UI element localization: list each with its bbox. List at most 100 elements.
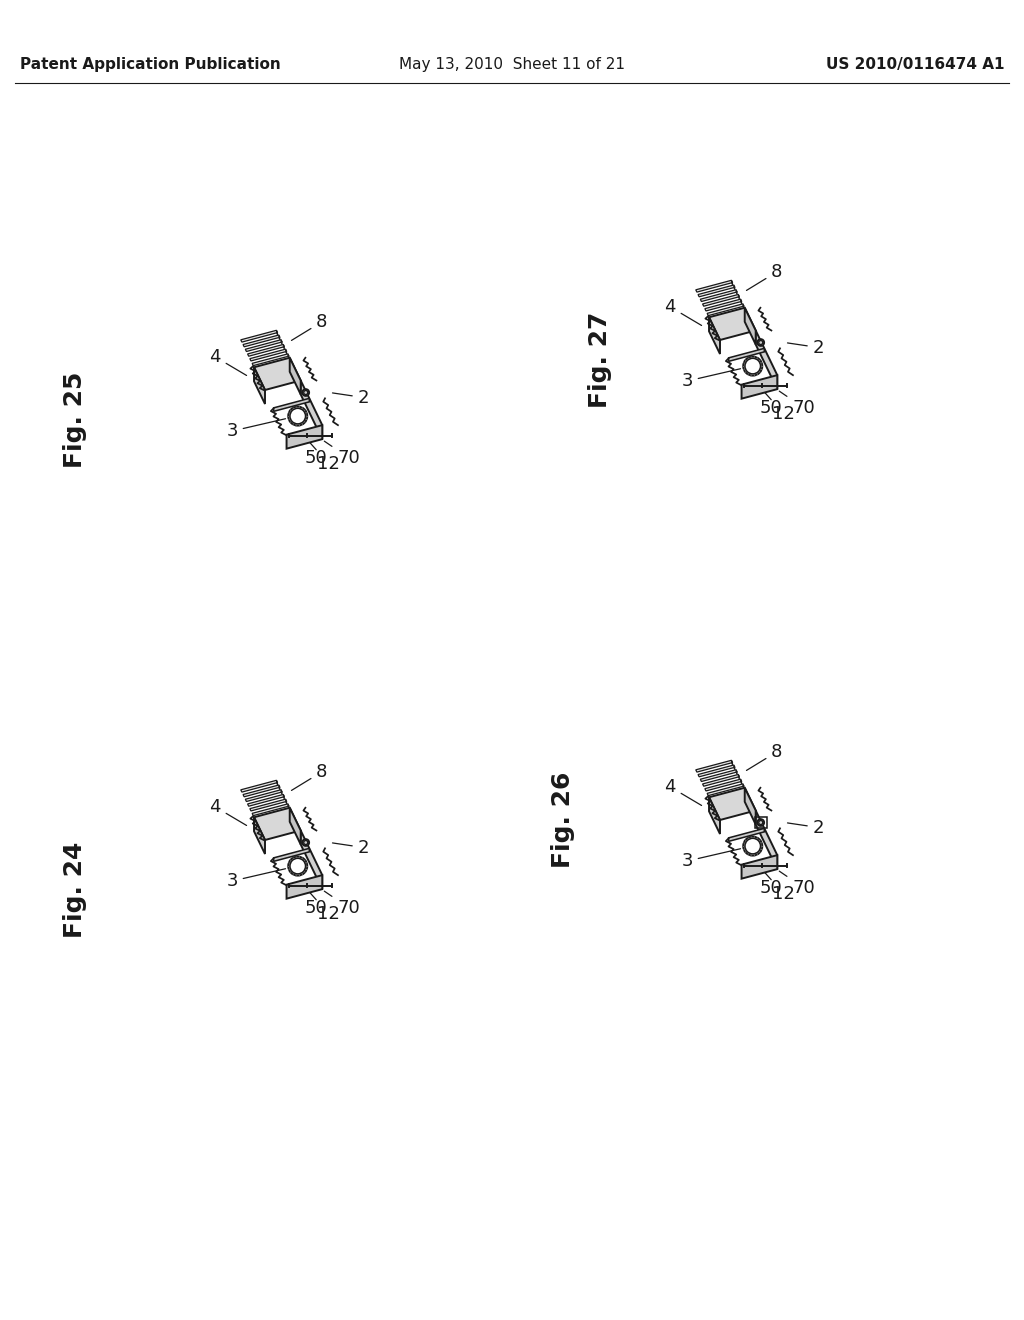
Polygon shape	[276, 330, 278, 335]
Text: 50: 50	[760, 873, 782, 896]
Polygon shape	[248, 795, 285, 807]
Polygon shape	[281, 339, 283, 345]
Text: 70: 70	[325, 891, 359, 916]
Polygon shape	[273, 849, 309, 862]
Polygon shape	[708, 304, 744, 315]
Circle shape	[744, 358, 761, 374]
Polygon shape	[279, 785, 280, 789]
Polygon shape	[241, 330, 278, 342]
Circle shape	[758, 820, 764, 826]
Polygon shape	[738, 294, 739, 300]
Polygon shape	[287, 875, 323, 899]
Polygon shape	[254, 808, 301, 840]
Circle shape	[290, 408, 305, 424]
Polygon shape	[738, 775, 739, 779]
Polygon shape	[301, 830, 323, 890]
Polygon shape	[709, 308, 756, 341]
Polygon shape	[744, 308, 756, 345]
Text: 50: 50	[760, 392, 782, 417]
Polygon shape	[243, 335, 280, 347]
Polygon shape	[731, 760, 732, 766]
Text: 2: 2	[787, 338, 824, 356]
Text: 70: 70	[779, 391, 815, 417]
Polygon shape	[702, 294, 739, 306]
Circle shape	[743, 837, 762, 855]
Text: Fig. 25: Fig. 25	[63, 372, 87, 469]
Polygon shape	[740, 300, 741, 304]
Polygon shape	[276, 780, 278, 785]
Polygon shape	[254, 367, 265, 404]
Polygon shape	[286, 799, 287, 804]
Text: 12: 12	[309, 891, 340, 923]
Polygon shape	[290, 358, 301, 395]
Polygon shape	[241, 780, 278, 792]
Polygon shape	[288, 354, 289, 359]
Text: 4: 4	[665, 777, 701, 805]
Text: 70: 70	[779, 871, 815, 896]
Polygon shape	[252, 804, 289, 816]
Polygon shape	[709, 317, 720, 354]
Text: 3: 3	[226, 869, 286, 890]
Polygon shape	[301, 380, 323, 440]
Polygon shape	[731, 280, 732, 285]
Polygon shape	[729, 348, 764, 362]
Polygon shape	[254, 358, 301, 389]
Text: 2: 2	[333, 388, 370, 407]
Polygon shape	[279, 335, 280, 339]
Text: 4: 4	[210, 348, 247, 375]
Text: 8: 8	[746, 263, 782, 290]
Polygon shape	[705, 300, 741, 312]
Circle shape	[743, 356, 762, 376]
Circle shape	[290, 858, 305, 874]
Polygon shape	[286, 348, 287, 354]
Circle shape	[288, 857, 307, 875]
Text: Fig. 26: Fig. 26	[551, 772, 575, 869]
Polygon shape	[250, 348, 287, 360]
Text: May 13, 2010  Sheet 11 of 21: May 13, 2010 Sheet 11 of 21	[399, 58, 625, 73]
Polygon shape	[248, 345, 285, 356]
Polygon shape	[744, 788, 756, 825]
Text: US 2010/0116474 A1: US 2010/0116474 A1	[825, 58, 1004, 73]
Polygon shape	[254, 817, 265, 854]
Circle shape	[304, 391, 308, 395]
Polygon shape	[695, 280, 732, 292]
Polygon shape	[740, 779, 741, 784]
Polygon shape	[729, 829, 764, 841]
Polygon shape	[288, 804, 289, 809]
Polygon shape	[756, 330, 777, 389]
Text: 8: 8	[292, 763, 328, 791]
Circle shape	[758, 339, 764, 346]
Polygon shape	[734, 766, 735, 770]
Polygon shape	[700, 289, 737, 301]
Text: Fig. 27: Fig. 27	[588, 312, 612, 408]
Polygon shape	[742, 784, 744, 788]
Polygon shape	[250, 799, 287, 810]
Polygon shape	[281, 789, 283, 795]
Text: 50: 50	[304, 892, 327, 916]
Circle shape	[302, 840, 309, 846]
Text: 4: 4	[210, 797, 247, 825]
Text: 8: 8	[292, 313, 328, 341]
Text: 12: 12	[764, 392, 795, 422]
Text: 2: 2	[333, 838, 370, 857]
Polygon shape	[702, 775, 739, 787]
Polygon shape	[741, 375, 777, 399]
Polygon shape	[708, 784, 744, 796]
Text: Fig. 24: Fig. 24	[63, 842, 87, 939]
Polygon shape	[284, 795, 285, 799]
Text: 3: 3	[226, 418, 286, 440]
Text: Patent Application Publication: Patent Application Publication	[20, 58, 281, 73]
Text: 70: 70	[325, 441, 359, 466]
Circle shape	[288, 407, 307, 425]
Polygon shape	[698, 766, 735, 776]
Polygon shape	[756, 810, 777, 869]
Text: 8: 8	[746, 743, 782, 771]
Polygon shape	[287, 425, 323, 449]
Polygon shape	[736, 289, 737, 294]
Polygon shape	[246, 339, 283, 351]
Polygon shape	[741, 855, 777, 879]
Polygon shape	[246, 789, 283, 801]
Circle shape	[302, 389, 309, 396]
Circle shape	[759, 821, 763, 825]
Polygon shape	[695, 760, 732, 772]
